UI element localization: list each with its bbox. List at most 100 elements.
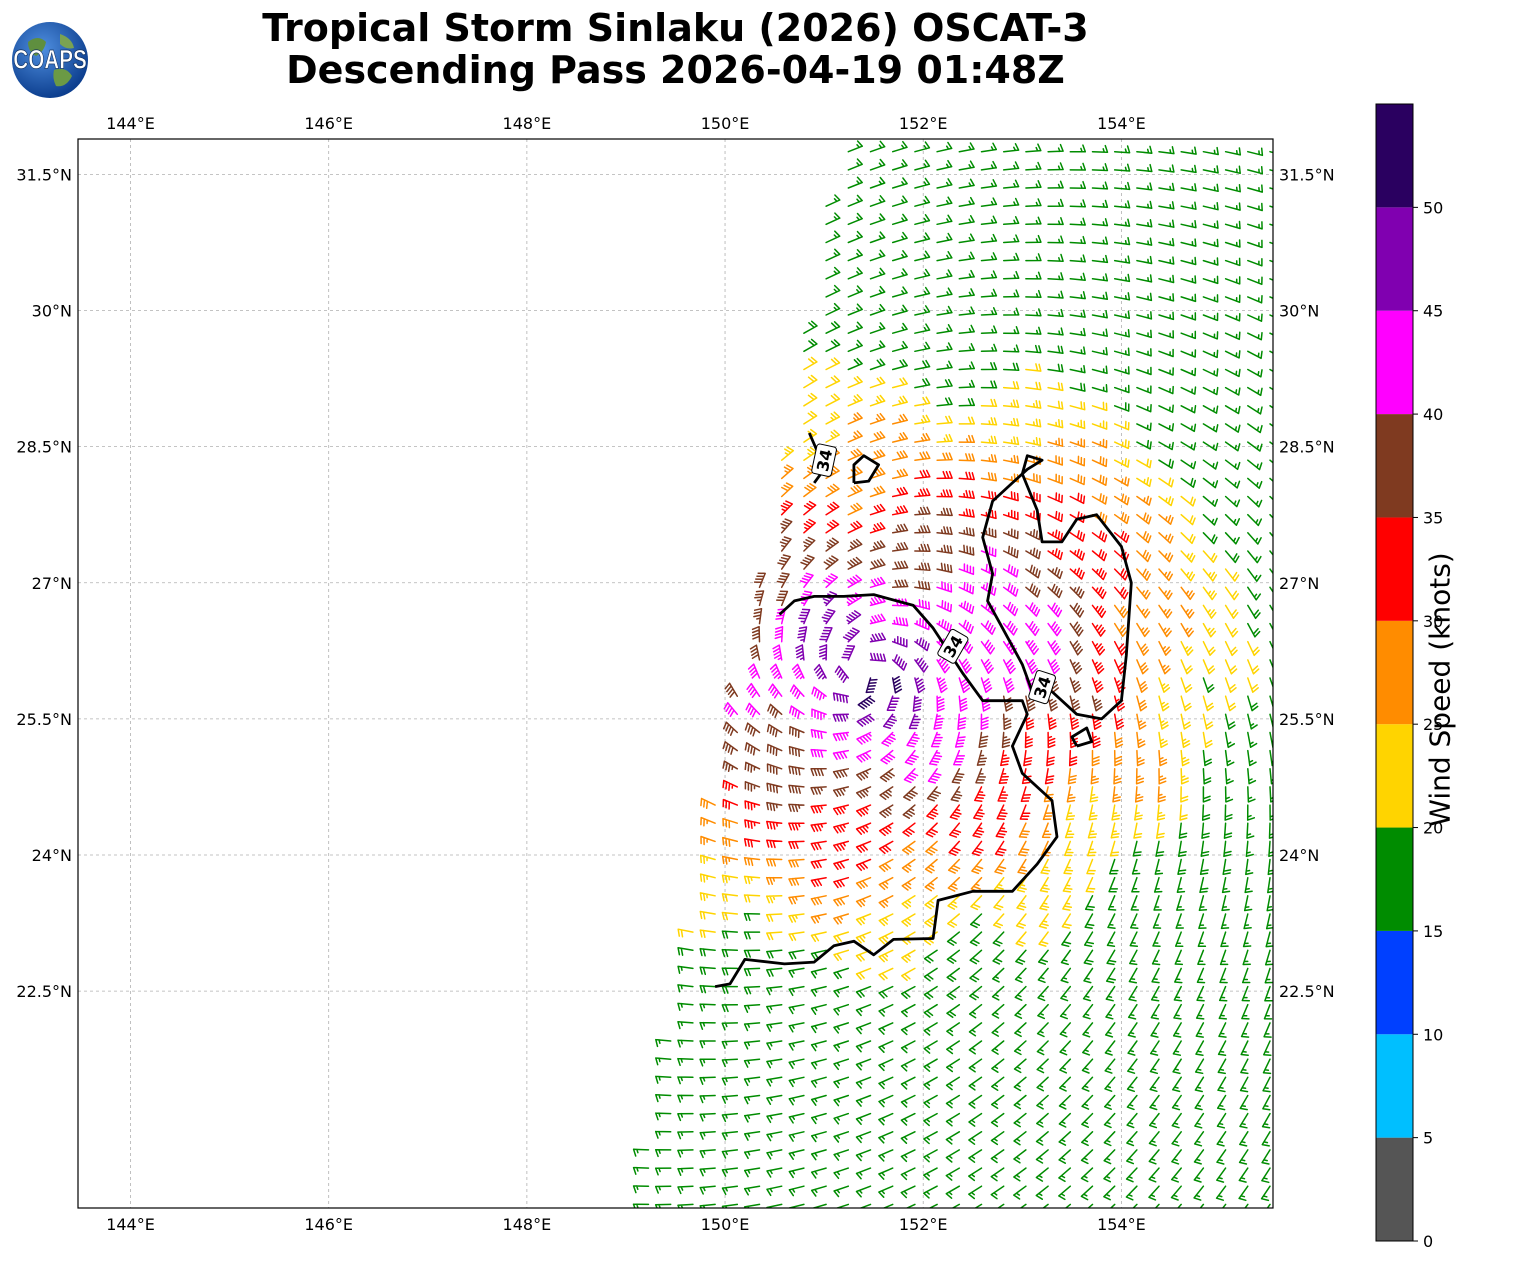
wind-barb (1047, 345, 1064, 355)
wind-barb (980, 343, 998, 353)
wind-barb (925, 840, 938, 856)
wind-barb (1180, 695, 1192, 712)
wind-barb (869, 322, 886, 334)
wind-barb (1202, 713, 1214, 730)
wind-barb (1193, 1185, 1205, 1201)
wind-barb (1136, 677, 1148, 693)
contour-34kt-east (981, 454, 1133, 721)
contour-label-text: 34 (813, 447, 836, 473)
wind-barb (1059, 1003, 1072, 1020)
wind-barb (1176, 876, 1186, 893)
wind-barb (743, 1076, 761, 1087)
wind-barb (980, 472, 998, 482)
wind-barb (855, 931, 872, 944)
lat-tick-label-left: 24°N (32, 846, 72, 865)
wind-barb (847, 394, 863, 407)
wind-barb (795, 644, 805, 661)
wind-barb (1247, 165, 1264, 175)
wind-barb (810, 1094, 827, 1106)
wind-barb (1103, 1112, 1116, 1129)
wind-barb (914, 214, 931, 226)
wind-barb (1269, 768, 1273, 785)
wind-barb (1261, 1167, 1271, 1184)
wind-barb (957, 713, 967, 731)
lat-tick-label-right: 28.5°N (1279, 438, 1335, 457)
wind-barb (1269, 368, 1273, 373)
wind-barb (1202, 768, 1212, 785)
wind-barb (1091, 438, 1108, 449)
wind-barb (1025, 253, 1042, 262)
wind-barb (766, 931, 783, 941)
wind-barb (1069, 180, 1087, 190)
wind-barb (914, 396, 931, 407)
wind-barb (1202, 312, 1219, 322)
wind-barb (1136, 274, 1153, 283)
wind-barb (1126, 1112, 1138, 1129)
wind-barb (1113, 163, 1131, 172)
wind-barb (1199, 876, 1209, 894)
wind-barb (1224, 731, 1236, 749)
wind-barb (1036, 1040, 1049, 1056)
wind-barb (951, 1203, 961, 1208)
wind-barb (1238, 1167, 1249, 1183)
lat-tick-label-right: 25.5°N (1279, 710, 1335, 729)
wind-barb (847, 176, 863, 189)
wind-barb (946, 931, 961, 946)
wind-barb (958, 379, 976, 389)
wind-barb (980, 658, 994, 674)
wind-barb (765, 858, 783, 867)
wind-barb (936, 507, 953, 517)
wind-barb (1194, 1076, 1205, 1093)
wind-barb (926, 786, 942, 802)
wind-barb (923, 1022, 938, 1036)
wind-barb (901, 931, 916, 945)
wind-barb (1087, 822, 1098, 839)
wind-barb (1136, 219, 1153, 228)
wind-barb (958, 196, 975, 207)
wind-barb (1200, 840, 1210, 857)
wind-barb (1089, 786, 1099, 803)
wind-barb (1224, 786, 1234, 803)
wind-barb (825, 465, 840, 480)
wind-barb (743, 985, 761, 995)
wind-barb (1091, 549, 1108, 562)
wind-barb (908, 713, 921, 730)
wind-barb (958, 581, 975, 595)
wind-barb (1195, 1003, 1205, 1020)
wind-barb (974, 1203, 983, 1208)
wind-barb (1025, 602, 1041, 617)
wind-barb (1197, 931, 1207, 948)
wind-barb (1158, 330, 1175, 339)
wind-barb (1269, 278, 1273, 281)
wind-barb (1025, 143, 1042, 153)
wind-barb (1036, 1094, 1049, 1110)
wind-barb (833, 1094, 850, 1107)
wind-barb (797, 626, 808, 643)
wind-barb (924, 895, 938, 910)
wind-barb (980, 233, 998, 244)
wind-barb (891, 213, 908, 226)
wind-barb (1269, 586, 1273, 594)
wind-barb (677, 1112, 694, 1122)
wind-barb (1132, 1203, 1138, 1208)
wind-barb (900, 1076, 916, 1090)
wind-barb (780, 518, 793, 534)
wind-barb (744, 722, 761, 737)
wind-barb (1047, 363, 1064, 373)
wind-barb (699, 1058, 716, 1067)
wind-barb (1172, 1022, 1182, 1038)
wind-barb (914, 286, 931, 298)
wind-barb (950, 786, 963, 802)
wind-barb (1080, 1149, 1094, 1165)
wind-barb (632, 1166, 650, 1175)
wind-barb (1058, 1149, 1072, 1164)
wind-barb (1047, 510, 1064, 523)
wind-barb (1002, 583, 1019, 597)
wind-barb (1202, 677, 1215, 693)
wind-barb (677, 1185, 694, 1195)
wind-barb (1202, 568, 1218, 582)
wind-barb (1173, 985, 1183, 1002)
wind-barb (953, 749, 966, 766)
wind-barb (901, 876, 916, 891)
wind-barb (992, 967, 1005, 983)
